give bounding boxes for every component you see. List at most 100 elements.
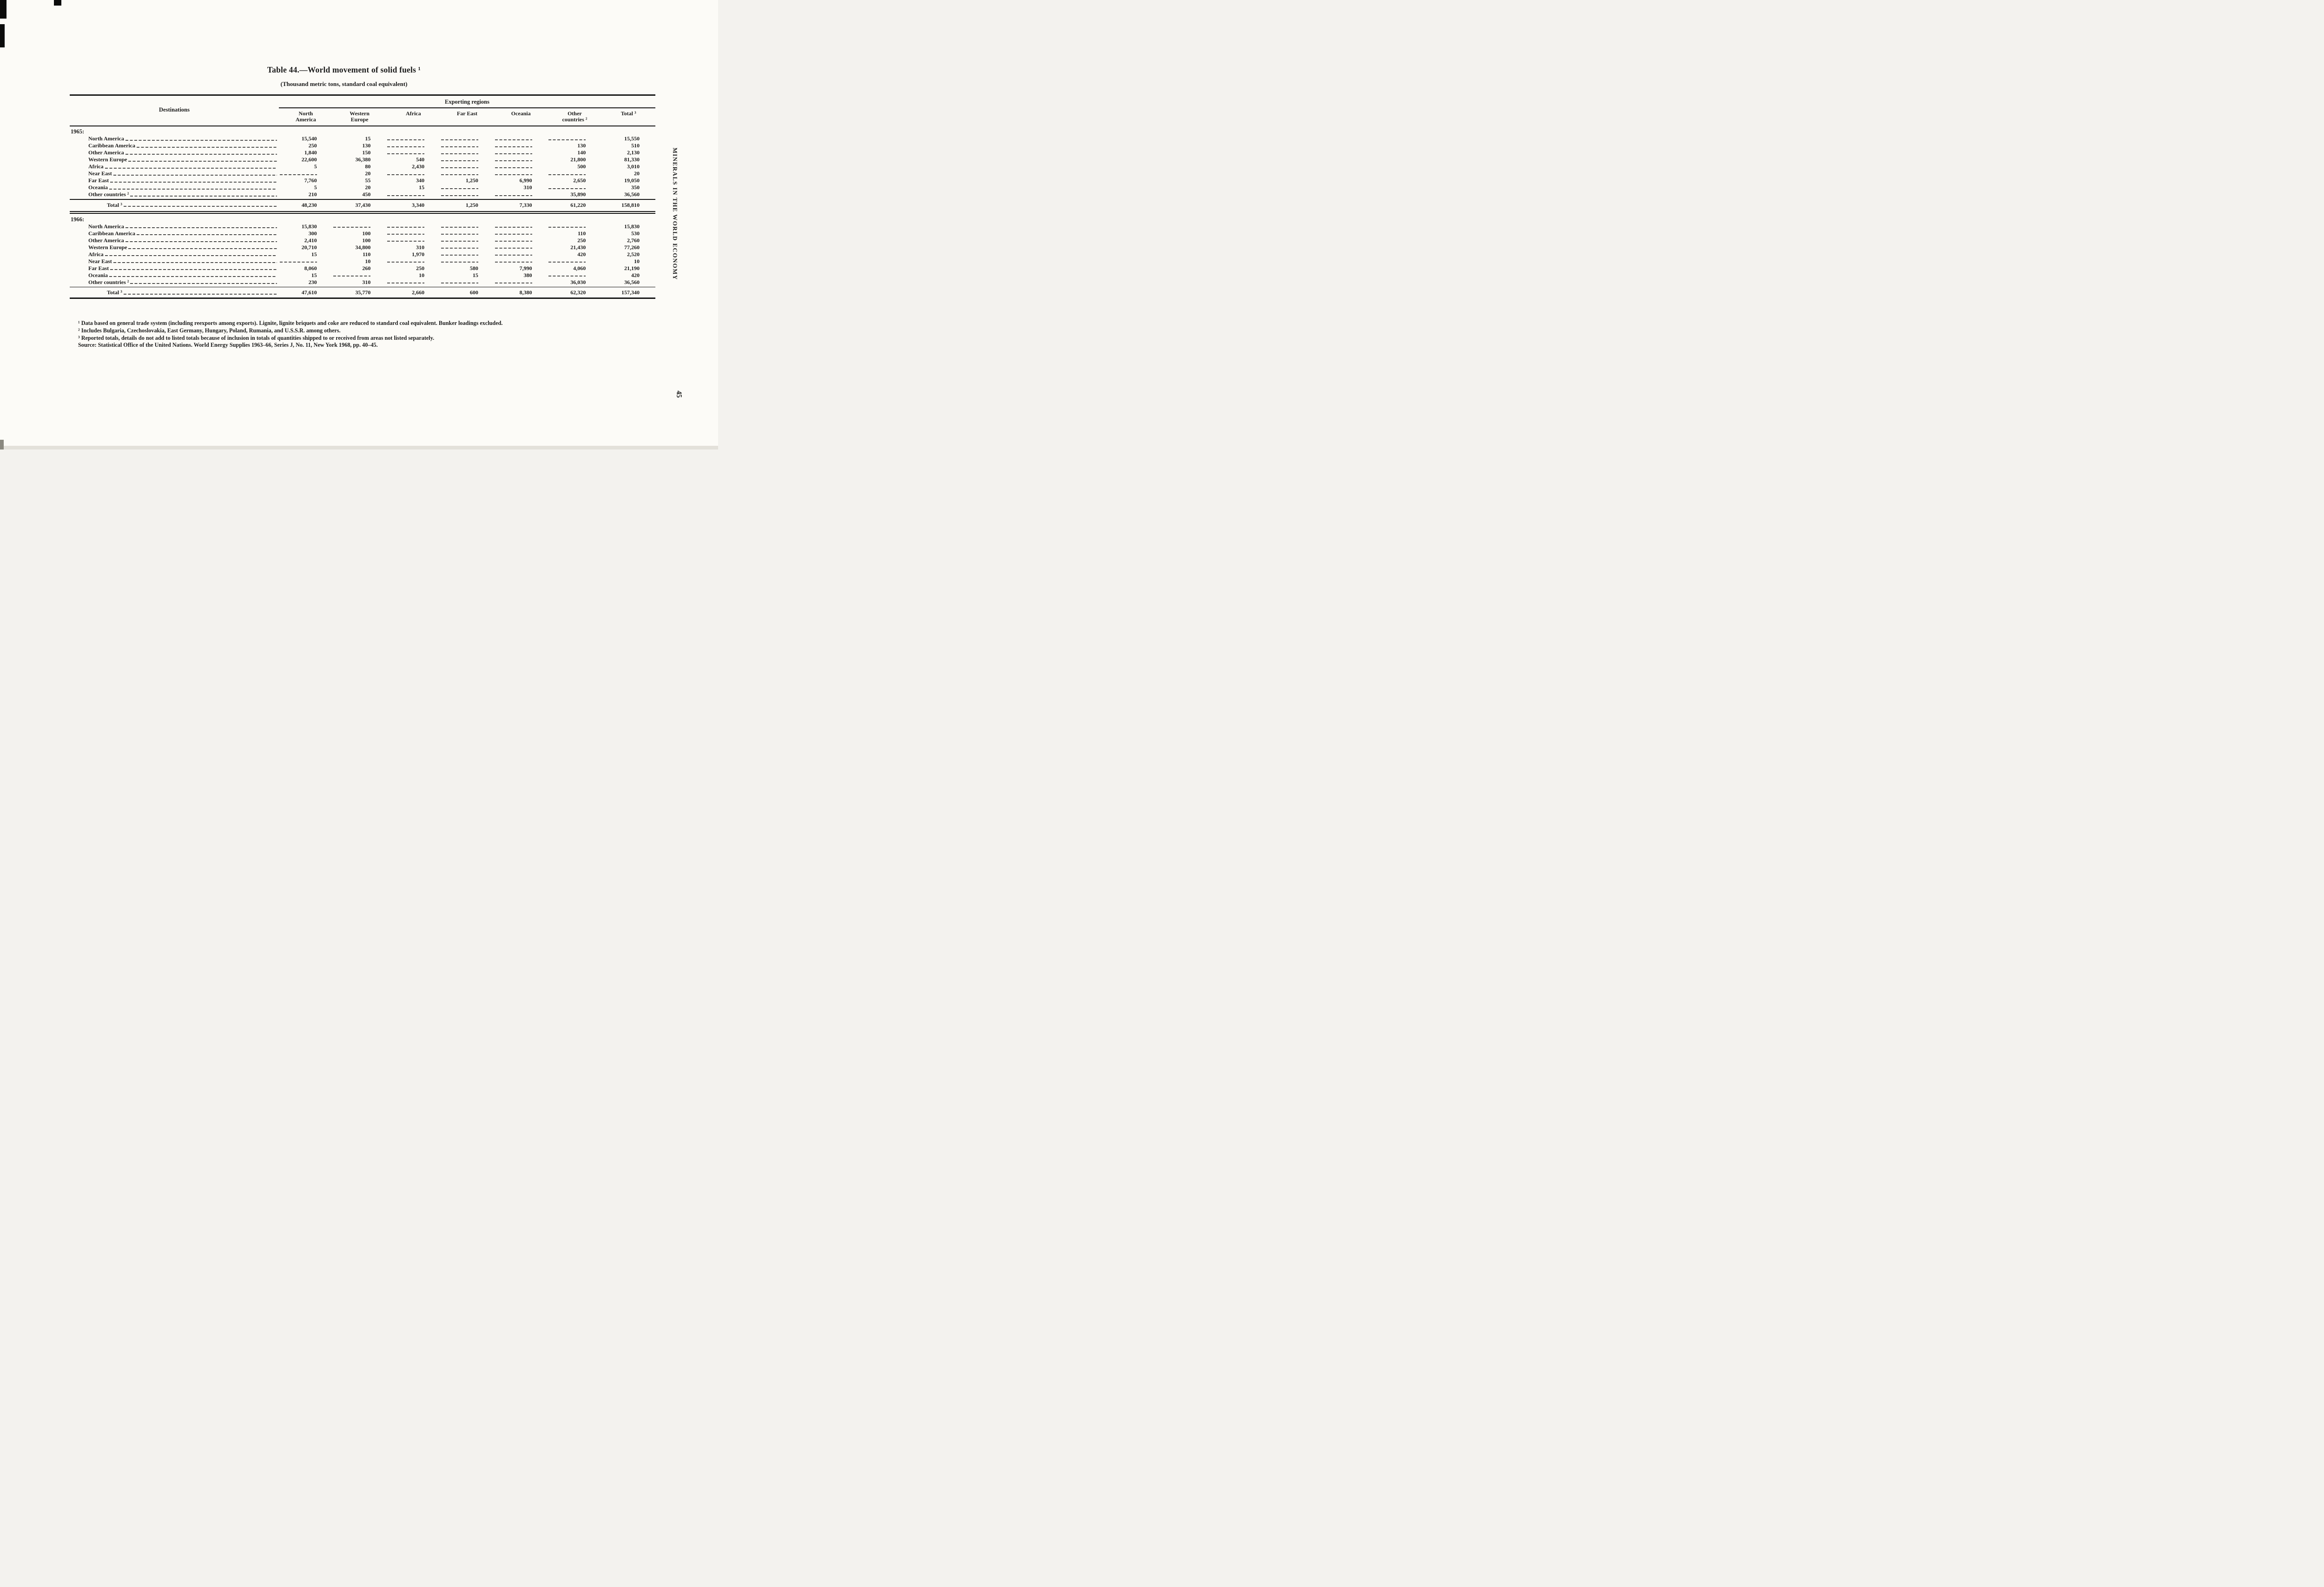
value: 1,970 <box>412 251 425 258</box>
value: 130 <box>577 142 586 149</box>
value: 20 <box>365 184 371 191</box>
value: 47,610 <box>301 289 317 296</box>
value: 6,990 <box>519 177 532 184</box>
value-cell: 48,230 <box>279 202 333 209</box>
value-cell: 500 <box>548 163 602 170</box>
table-row: Near East 20 20 <box>70 170 655 178</box>
row-label: Total ³ <box>107 201 122 208</box>
value-cell: 300 <box>279 230 333 237</box>
value: 15,550 <box>624 135 640 142</box>
dotted-leader <box>109 271 277 279</box>
destinations-label: Destinations <box>159 106 190 113</box>
book-title-sidebar: MINERALS IN THE WORLD ECONOMY <box>672 147 679 280</box>
value-cell <box>440 278 494 286</box>
no-data-dashes <box>387 230 425 235</box>
value-cell: 310 <box>494 184 548 191</box>
dotted-leader <box>128 244 277 251</box>
value: 36,380 <box>355 156 371 163</box>
value: 15,830 <box>301 223 317 230</box>
row-label-cell: Far East <box>70 177 279 185</box>
value-cell: 20,710 <box>279 244 333 251</box>
value-cell: 47,610 <box>279 289 333 296</box>
value-cell: 2,660 <box>386 289 440 296</box>
value: 530 <box>631 230 640 237</box>
value-cell <box>494 163 548 170</box>
value-cell: 340 <box>386 177 440 184</box>
dotted-leader <box>125 149 277 157</box>
value: 110 <box>363 251 371 258</box>
value: 420 <box>577 251 586 258</box>
divider-rule <box>70 213 655 214</box>
value-cell: 81,330 <box>601 156 655 163</box>
row-label-cell: Oceania <box>70 271 279 279</box>
row-label: Other countries ² <box>88 191 129 198</box>
value-cell <box>440 142 494 149</box>
row-label: North America <box>88 135 124 142</box>
value: 7,990 <box>519 264 532 271</box>
no-data-dashes <box>441 258 478 263</box>
value-cell <box>440 230 494 237</box>
dotted-leader <box>137 230 277 237</box>
column-header-africa: Africa <box>405 110 421 117</box>
value: 4,060 <box>573 264 586 271</box>
value-cell <box>386 230 440 237</box>
value: 80 <box>365 163 371 170</box>
table-row: Near East 10 10 <box>70 258 655 265</box>
row-label: Caribbean America <box>88 230 135 237</box>
value: 2,660 <box>412 289 425 296</box>
value-cell: 3,010 <box>601 163 655 170</box>
footnote-2: ² Includes Bulgaria, Czechoslovakia, Eas… <box>78 327 341 334</box>
no-data-dashes <box>441 170 478 176</box>
value-cell: 15 <box>440 272 494 279</box>
value-cell: 450 <box>333 191 387 198</box>
value-cell: 1,970 <box>386 251 440 258</box>
value: 340 <box>416 177 425 184</box>
value-cell <box>494 156 548 163</box>
value-cell <box>440 170 494 177</box>
value: 600 <box>469 289 478 296</box>
value: 10 <box>419 271 425 278</box>
dotted-leader <box>137 142 277 150</box>
value-cell: 7,990 <box>494 265 548 272</box>
value: 2,760 <box>627 237 640 244</box>
value: 420 <box>631 271 640 278</box>
dotted-leader <box>125 237 277 244</box>
section-year: 1965: <box>71 128 85 135</box>
value-cell: 140 <box>548 149 602 156</box>
table-row: Caribbean America 250 130 130 510 <box>70 142 655 150</box>
value-cell <box>548 135 602 142</box>
value-cell <box>333 271 387 279</box>
value: 310 <box>523 184 532 191</box>
value: 310 <box>362 278 371 285</box>
scanned-document-page: Table 44.—World movement of solid fuels … <box>0 0 718 450</box>
value-cell <box>494 244 548 251</box>
value: 36,560 <box>624 278 640 285</box>
no-data-dashes <box>279 258 317 263</box>
value-cell: 10 <box>386 272 440 279</box>
value-cell: 1,250 <box>440 202 494 209</box>
value-cell <box>548 223 602 230</box>
value-cell <box>494 149 548 156</box>
column-header-other-countries: Other countries ² <box>562 110 588 123</box>
row-label-cell: Other America <box>70 149 279 157</box>
row-label: Other America <box>88 149 124 156</box>
value-cell: 35,890 <box>548 191 602 198</box>
value: 20 <box>634 170 640 177</box>
value: 15 <box>472 271 478 278</box>
footnotes: ¹ Data based on general trade system (in… <box>70 320 662 349</box>
value-cell: 530 <box>601 230 655 237</box>
value-cell: 310 <box>386 244 440 251</box>
value: 350 <box>631 184 640 191</box>
value-cell <box>494 142 548 149</box>
value-cell: 80 <box>333 163 387 170</box>
row-label-cell: Western Europe <box>70 244 279 251</box>
row-label-cell: Other America <box>70 237 279 244</box>
table-bottom-rule <box>70 298 655 299</box>
value-cell <box>548 170 602 177</box>
dotted-leader <box>130 191 277 198</box>
no-data-dashes <box>495 251 532 256</box>
value: 260 <box>362 264 371 271</box>
value-cell: 77,260 <box>601 244 655 251</box>
dotted-leader <box>113 258 277 265</box>
no-data-dashes <box>441 191 478 197</box>
